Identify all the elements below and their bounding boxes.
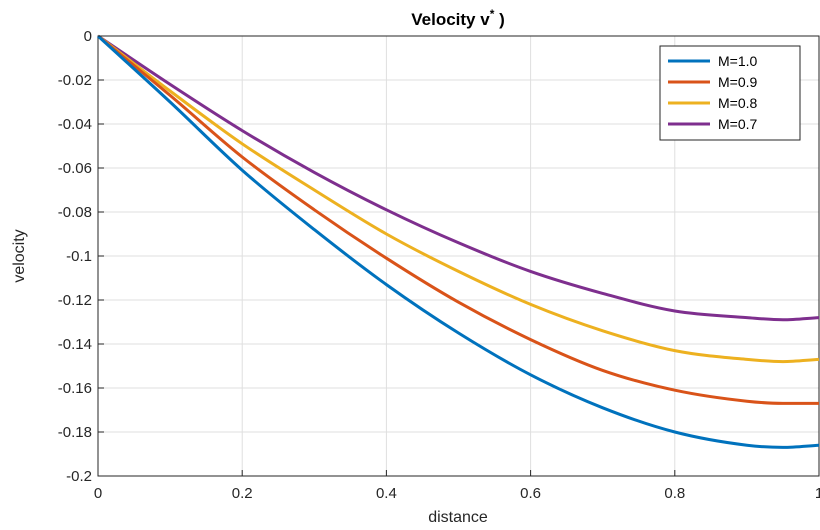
legend-label: M=0.8 [718,95,758,111]
y-tick-label: -0.18 [58,424,92,441]
x-tick-label: 0.6 [520,485,541,502]
x-tick-label: 0.8 [664,485,685,502]
y-tick-label: 0 [84,28,92,45]
y-tick-label: -0.12 [58,292,92,309]
y-axis-label: velocity [11,229,28,282]
series-line-m-1-0 [96,34,820,449]
y-tick-label: -0.1 [66,248,92,265]
series-group [96,34,820,449]
y-tick-label: -0.04 [58,116,92,133]
y-tick-label: -0.06 [58,160,92,177]
x-axis-label: distance [428,509,488,526]
x-tick-label: 0.2 [232,485,253,502]
series-line-m-0-8 [97,34,820,364]
series-line-m-0-9 [97,34,819,405]
legend-label: M=0.7 [718,116,758,132]
chart-title: Velocity v* ) [411,7,505,29]
legend-label: M=1.0 [718,53,758,69]
y-tick-label: -0.08 [58,204,92,221]
y-tick-label: -0.2 [66,468,92,485]
series-line-m-0-7 [97,34,820,322]
x-tick-label: 1 [815,485,820,502]
x-axis-ticks: 0 0.2 0.4 0.6 0.8 1 [94,470,820,502]
x-tick-label: 0.4 [376,485,397,502]
y-tick-label: -0.02 [58,72,92,89]
y-tick-label: -0.16 [58,380,92,397]
legend: M=1.0 M=0.9 M=0.8 M=0.7 [659,45,801,141]
x-tick-label: 0 [94,485,102,502]
y-tick-label: -0.14 [58,336,92,353]
legend-label: M=0.9 [718,74,758,90]
y-axis-ticks: 0 -0.02 -0.04 -0.06 -0.08 -0.1 -0.12 -0.14 -0.16… [58,28,104,485]
